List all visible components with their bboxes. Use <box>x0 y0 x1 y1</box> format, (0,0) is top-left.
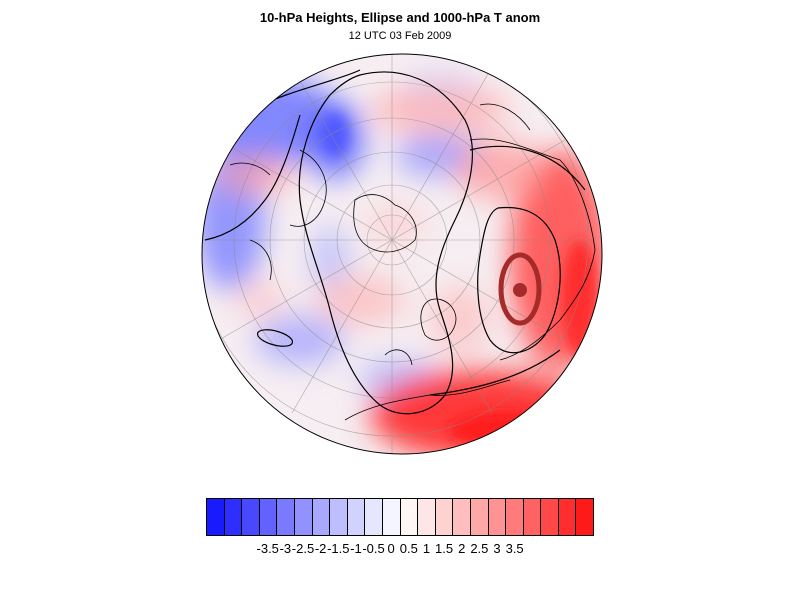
colorbar-tick-label: -2 <box>314 541 327 556</box>
map-title: 10-hPa Heights, Ellipse and 1000-hPa T a… <box>259 10 541 25</box>
colorbar-tick-label: -1 <box>350 541 362 556</box>
colorbar-swatch <box>470 499 489 535</box>
vortex-ellipse <box>498 252 542 326</box>
colorbar-labels: -3.5 -3 -2.5 -2 -1.5 -1 -0.5 0 0.5 1 1.5 2 2.5 3 3.5 <box>206 541 594 561</box>
colorbar-tick-label: 3.5 <box>505 541 524 556</box>
colorbar-swatch <box>506 499 524 535</box>
colorbar <box>206 498 594 536</box>
colorbar-swatch <box>224 499 243 535</box>
colorbar-swatch <box>382 499 401 535</box>
colorbar-swatch <box>488 499 507 535</box>
colorbar-swatch <box>207 499 225 535</box>
colorbar-swatch <box>558 499 577 535</box>
colorbar-swatch <box>330 499 348 535</box>
height-contours <box>204 69 586 415</box>
globe-outline <box>201 53 603 455</box>
colorbar-swatch <box>294 499 313 535</box>
colorbar-tick-label: -1.5 <box>327 541 350 556</box>
colorbar-tick-label: -3.5 <box>256 541 279 556</box>
colorbar-tick-label: 0.5 <box>399 541 418 556</box>
colorbar-tick-label: 1.5 <box>435 541 454 556</box>
colorbar-swatch <box>523 499 542 535</box>
colorbar-tick-label: -0.5 <box>362 541 385 556</box>
colorbar-swatch <box>400 499 419 535</box>
colorbar-swatch <box>365 499 383 535</box>
colorbar-tick-label: 3 <box>493 541 501 556</box>
colorbar-swatch <box>242 499 260 535</box>
colorbar-tick-label: 0 <box>387 541 395 556</box>
colorbar-tick-label: 2 <box>458 541 466 556</box>
map-subtitle: 12 UTC 03 Feb 2009 <box>348 30 452 42</box>
graticule <box>202 54 592 454</box>
temperature-anomaly-field <box>202 54 602 454</box>
colorbar-tick-label: -3 <box>279 541 292 556</box>
colorbar-tick-label: 2.5 <box>470 541 489 556</box>
colorbar-swatch <box>347 499 366 535</box>
colorbar-swatch <box>418 499 436 535</box>
colorbar-swatch <box>453 499 471 535</box>
colorbar-tick-label: -2.5 <box>291 541 315 556</box>
colorbar-swatch <box>541 499 559 535</box>
colorbar-swatch <box>435 499 454 535</box>
colorbar-tick-label: 1 <box>422 541 431 556</box>
colorbar-swatch <box>312 499 331 535</box>
colorbar-swatch <box>277 499 295 535</box>
colorbar-swatch <box>576 499 594 535</box>
colorbar-swatch <box>259 499 278 535</box>
